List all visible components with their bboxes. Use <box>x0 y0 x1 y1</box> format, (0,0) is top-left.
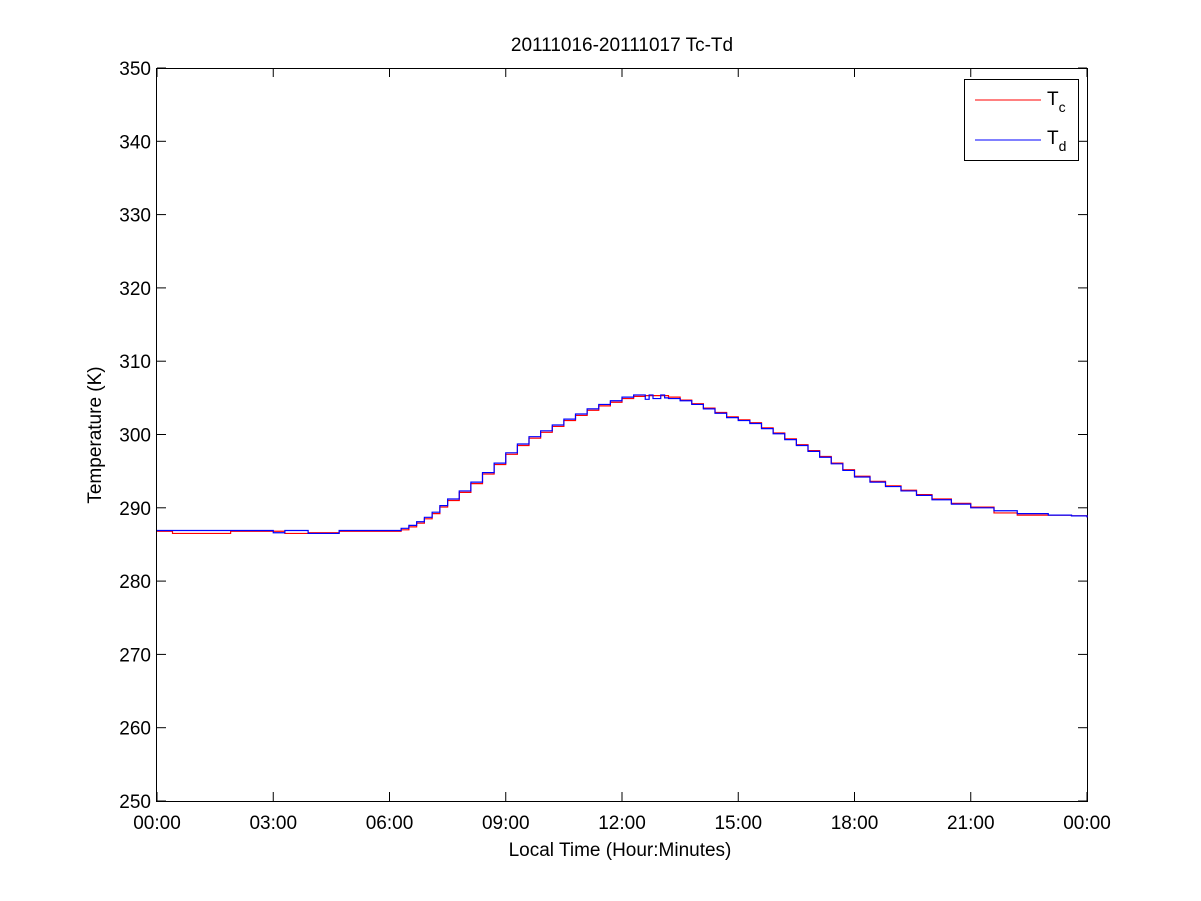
x-tick-label: 06:00 <box>366 813 414 834</box>
legend-label-td-sub: d <box>1059 138 1067 154</box>
y-tick-label: 320 <box>119 279 151 300</box>
y-tick-label: 330 <box>119 206 151 227</box>
x-tick-label: 12:00 <box>598 813 646 834</box>
legend-label-td: Td <box>1047 128 1066 154</box>
x-tick-label: 15:00 <box>714 813 762 834</box>
legend-label-tc-base: T <box>1047 89 1059 110</box>
chart-title: 20111016-20111017 Tc-Td <box>511 35 733 56</box>
x-tick-label: 09:00 <box>482 813 530 834</box>
legend: Tc Td <box>964 79 1079 161</box>
legend-label-tc-sub: c <box>1059 99 1066 115</box>
y-tick-label: 260 <box>119 719 151 740</box>
plot-area: 00:00 03:00 06:00 09:00 12:00 15:00 18:00 21:00… <box>119 59 1110 834</box>
series-layer <box>157 394 1088 535</box>
x-tick-label: 18:00 <box>831 813 879 834</box>
plot-frame <box>156 68 1088 802</box>
y-axis-label: Temperature (K) <box>85 366 106 503</box>
y-tick-label: 340 <box>119 132 151 153</box>
y-tick-label: 300 <box>119 426 151 447</box>
y-tick-label: 280 <box>119 572 151 593</box>
x-tick-label: 00:00 <box>133 813 181 834</box>
y-axis: 250 260 270 280 290 300 310 320 330 340 350 <box>119 59 1087 813</box>
y-tick-label: 250 <box>119 792 151 813</box>
y-tick-label: 310 <box>119 352 151 373</box>
x-tick-label: 00:00 <box>1063 813 1111 834</box>
y-tick-label: 270 <box>119 645 151 666</box>
x-axis-label: Local Time (Hour:Minutes) <box>509 840 732 861</box>
y-tick-label: 350 <box>119 59 151 80</box>
x-tick-label: 21:00 <box>947 813 995 834</box>
series-line-td <box>157 394 1088 535</box>
x-axis: 00:00 03:00 06:00 09:00 12:00 15:00 18:00 21:00… <box>133 68 1111 834</box>
y-tick-label: 290 <box>119 499 151 520</box>
legend-label-tc: Tc <box>1047 89 1066 115</box>
legend-box <box>964 79 1079 161</box>
legend-label-td-base: T <box>1047 128 1059 149</box>
x-tick-label: 03:00 <box>249 813 297 834</box>
